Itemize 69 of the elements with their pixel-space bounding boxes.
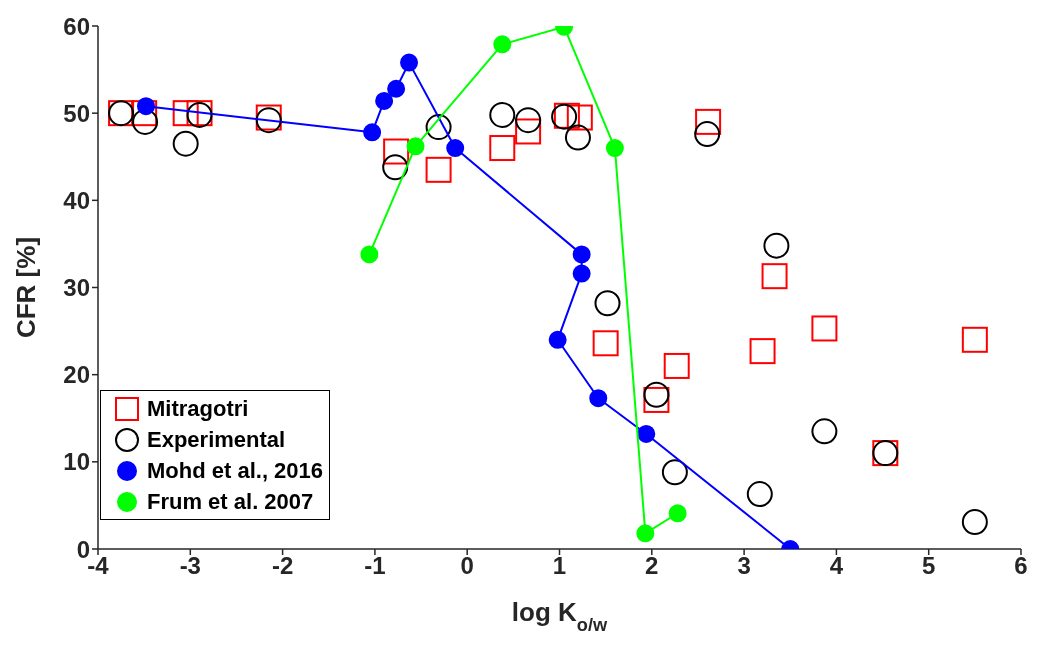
y-tick-label: 50 bbox=[63, 99, 90, 127]
point bbox=[572, 245, 591, 264]
point bbox=[636, 524, 655, 543]
y-tick-label: 40 bbox=[63, 186, 90, 214]
point bbox=[746, 481, 773, 508]
point bbox=[749, 338, 776, 365]
x-tick-label: 6 bbox=[1014, 552, 1028, 580]
point bbox=[961, 326, 988, 353]
y-tick-label: 0 bbox=[76, 535, 90, 563]
point bbox=[425, 156, 452, 183]
point bbox=[695, 108, 722, 135]
point bbox=[515, 118, 542, 145]
point bbox=[406, 137, 425, 156]
x-tick-label: -1 bbox=[364, 552, 386, 580]
point bbox=[489, 135, 516, 162]
x-axis-title: log K$_{o/w}$ bbox=[511, 597, 609, 635]
point bbox=[400, 53, 419, 72]
legend-label: Mohd et al., 2016 bbox=[147, 457, 324, 484]
point bbox=[811, 315, 838, 342]
point bbox=[694, 121, 721, 148]
point bbox=[572, 264, 591, 283]
point bbox=[132, 108, 159, 135]
point bbox=[360, 245, 379, 264]
point bbox=[668, 504, 687, 523]
legend-label: Frum et al. 2007 bbox=[147, 488, 314, 515]
x-tick-label: 2 bbox=[645, 552, 659, 580]
point bbox=[493, 35, 512, 54]
point bbox=[515, 107, 542, 134]
point bbox=[172, 100, 199, 127]
point bbox=[761, 263, 788, 290]
point bbox=[643, 381, 670, 408]
point bbox=[592, 330, 619, 357]
point bbox=[489, 101, 516, 128]
point bbox=[387, 79, 406, 98]
point bbox=[961, 508, 988, 535]
x-tick-label: -2 bbox=[271, 552, 294, 580]
point bbox=[548, 330, 567, 349]
x-tick-label: 4 bbox=[829, 552, 844, 580]
point bbox=[131, 100, 158, 127]
point bbox=[594, 290, 621, 317]
y-tick-label: 30 bbox=[63, 274, 90, 302]
point bbox=[172, 130, 199, 157]
legend-label: Experimental bbox=[147, 426, 286, 453]
point bbox=[663, 352, 690, 379]
y-tick-label: 20 bbox=[63, 361, 90, 389]
point bbox=[811, 418, 838, 445]
point bbox=[605, 139, 624, 158]
point bbox=[383, 138, 410, 165]
point bbox=[564, 124, 591, 151]
point bbox=[566, 104, 593, 131]
point bbox=[425, 114, 452, 141]
point bbox=[643, 386, 670, 413]
point bbox=[382, 154, 409, 181]
legend-label: Mitragotri bbox=[147, 395, 249, 422]
point bbox=[375, 91, 394, 110]
x-tick-label: 1 bbox=[552, 552, 567, 580]
point bbox=[363, 123, 382, 142]
point bbox=[763, 232, 790, 259]
y-tick-label: 10 bbox=[63, 448, 90, 476]
x-tick-label: 0 bbox=[460, 552, 474, 580]
y-tick-label: 60 bbox=[63, 12, 90, 40]
x-tick-label: -3 bbox=[179, 552, 201, 580]
x-tick-label: 5 bbox=[922, 552, 936, 580]
point bbox=[661, 459, 688, 486]
y-axis-title: CFR [%] bbox=[11, 236, 42, 339]
point bbox=[637, 424, 656, 443]
x-tick-label: 3 bbox=[737, 552, 751, 580]
point bbox=[446, 139, 465, 158]
point bbox=[589, 389, 608, 408]
